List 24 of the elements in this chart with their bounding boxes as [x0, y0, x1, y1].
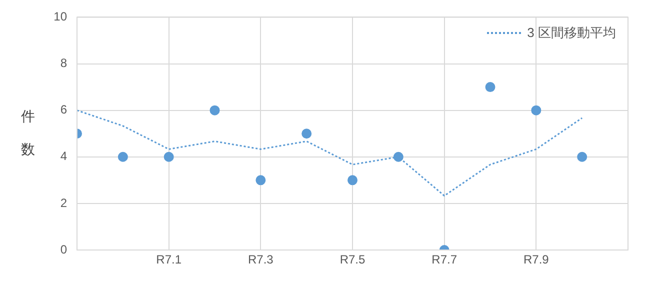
point	[485, 82, 496, 92]
text: 件数	[21, 108, 35, 157]
x-tick-label: R7.5	[340, 252, 366, 267]
y-tick-label: 6	[60, 102, 68, 117]
point	[393, 152, 404, 162]
x-tick-label: R7.3	[248, 252, 274, 267]
y-tick-label: 4	[60, 149, 68, 164]
point	[531, 105, 542, 116]
y-tick-label: 2	[60, 196, 68, 210]
point	[164, 152, 174, 162]
point	[210, 105, 220, 116]
point	[348, 175, 358, 186]
y-tick-label: 10	[54, 10, 68, 24]
x-tick-label: R7.9	[523, 252, 550, 267]
y-tick-label: 8	[60, 56, 68, 70]
y-tick-label: 0	[60, 242, 68, 256]
x-tick-label: R7.1	[156, 252, 182, 267]
x-tick-label: R7.7	[432, 252, 458, 267]
point	[256, 175, 266, 186]
line-series	[77, 110, 583, 197]
legend-label: 3 区間移動平均	[527, 24, 616, 42]
point	[577, 152, 588, 162]
point	[118, 152, 128, 162]
point	[302, 128, 312, 139]
